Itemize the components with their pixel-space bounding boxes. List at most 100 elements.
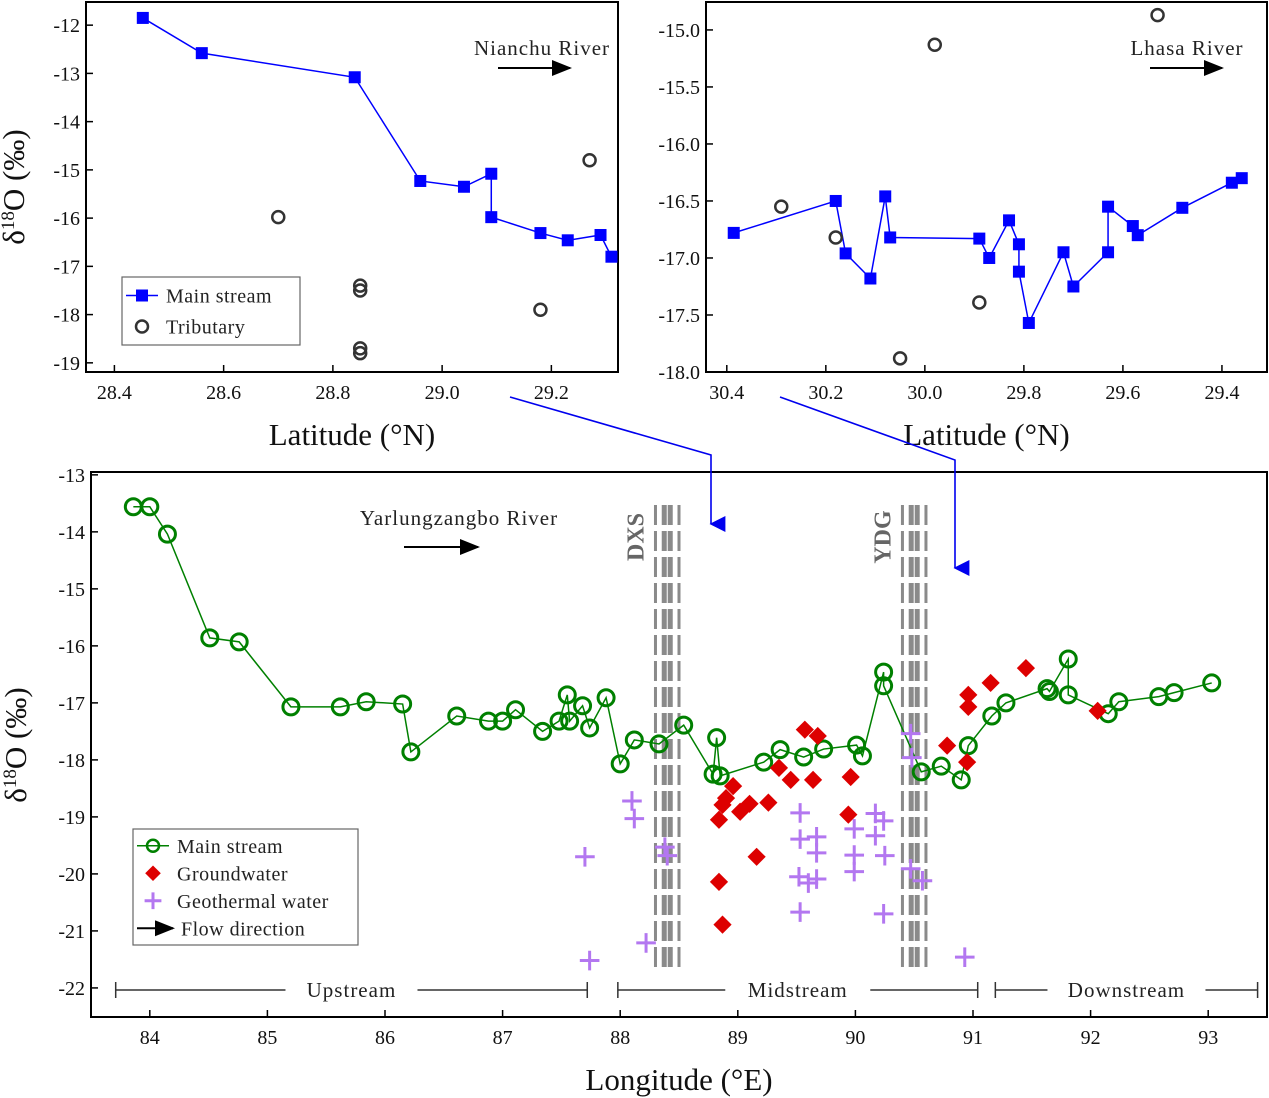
data-point-diamond [1088,701,1107,720]
y-tick-label: -16 [53,208,80,230]
data-point-diamond [959,685,978,705]
y-axis-title-sup: 18 [0,769,21,788]
legend-marker-square [136,289,148,302]
x-tick-label: 29.2 [534,382,569,404]
series-groundwater [709,659,1107,934]
data-point-open-circle [982,706,1002,726]
data-point-open-circle [674,715,694,735]
region-bracket [114,982,589,998]
y-tick-label: -17.5 [658,305,700,327]
data-point-open-circle [582,152,597,168]
x-tick-label: 85 [257,1027,277,1049]
data-point-plus [790,829,810,849]
data-point-plus [873,811,894,831]
series-main-stream [123,497,1222,790]
legend-marker-open-circle [134,319,150,334]
nianchu-panel: 28.4 28.6 28.8 29.0 29.2 -12 -13 -14 -15 -16 -17 -1… [0,1,619,452]
data-point-open-circle [972,295,987,310]
data-point-open-circle [478,711,498,731]
plot-frame [85,1,619,373]
data-point-open-circle [281,697,301,717]
data-point-square [983,251,996,264]
region-label-midstream: Midstream [748,978,848,1002]
data-point-square [879,190,892,203]
y-axis-title: δ18O (‰) [0,687,33,802]
data-point-square [839,247,852,260]
y-tick-label: -18 [58,750,85,772]
data-point-open-circle [1164,683,1184,703]
data-point-square [727,226,740,239]
data-point-open-circle [927,37,943,53]
data-point-diamond [716,788,736,808]
legend-marker-open-circle [145,838,161,853]
y-axis-title: δ18O (‰) [0,129,31,244]
data-point-open-circle [710,766,730,786]
legend: Main stream Tributary [121,276,301,346]
data-point-open-circle [610,754,630,774]
data-point-open-circle [506,700,526,720]
data-point-plus [912,870,933,891]
data-point-open-circle [330,697,350,717]
data-point-open-circle [200,628,220,648]
data-point-open-circle [1150,7,1165,23]
y-tick-label: -17 [58,693,85,715]
data-point-diamond [808,726,827,746]
data-point-square [1235,172,1248,185]
series-geothermal-water [575,723,975,971]
data-point-square [1012,238,1025,251]
x-tick-label: 89 [728,1027,748,1049]
x-tick-label: 29.0 [425,382,460,404]
data-point-square [1003,214,1016,227]
data-point-diamond [723,777,743,796]
data-point-open-circle [911,762,931,782]
data-point-open-circle [814,739,834,759]
band-label-dxs: DXS [623,513,649,561]
legend-box [121,276,301,346]
data-point-open-circle [352,345,368,361]
data-point-diamond [731,802,750,821]
y-tick-label: -19 [53,353,80,375]
data-point-square [1022,316,1035,329]
legend: Main stream Groundwater Geothermal water Fl… [132,828,359,946]
data-point-open-circle [1037,679,1057,699]
data-point-open-circle [557,685,577,705]
data-point-open-circle [157,524,177,544]
x-tick-label: 92 [1081,1027,1101,1049]
y-tick-label: -15.0 [658,20,700,42]
plot-frame [705,1,1268,373]
data-point-square [195,47,208,60]
data-point-open-circle [580,718,600,738]
data-point-diamond [747,847,766,866]
data-point-plus [624,808,645,829]
x-tick-label: 28.4 [97,382,132,404]
y-tick-label: -15.5 [658,77,700,99]
data-point-diamond [795,720,814,739]
data-point-plus [636,933,656,953]
x-tick-label: 28.6 [206,382,241,404]
data-point-square [594,228,607,241]
data-point-plus [954,947,975,967]
data-point-square [1126,220,1139,233]
data-point-plus [579,950,600,971]
y-axis-title-delta: δ [0,788,33,803]
data-point-plus [865,825,886,846]
y-tick-label: -22 [58,978,85,1000]
legend-label: Geothermal water [177,891,329,913]
band-label-ydg: YDG [870,510,896,564]
x-tick-label: 93 [1198,1027,1218,1049]
data-point-open-circle [356,692,376,712]
y-tick-label: -15 [53,160,80,182]
region-bracket [994,982,1259,998]
y-axis-title-rest: O (‰) [0,687,33,769]
series-tributary [271,152,597,361]
data-point-open-circle [624,730,644,750]
river-name-label: Yarlungzangbo River [360,506,558,530]
y-axis-title-delta: δ [0,230,31,245]
x-tick-label: 29.6 [1105,382,1140,404]
legend-label: Tributary [166,317,245,339]
data-point-open-circle [352,278,368,293]
data-point-square [457,180,470,193]
data-point-open-circle [828,230,843,245]
data-point-plus [900,858,921,879]
lhasa-panel: 30.4 30.2 30.0 29.8 29.6 29.4 -15.0 -15.5 -16.0 -… [658,1,1268,452]
